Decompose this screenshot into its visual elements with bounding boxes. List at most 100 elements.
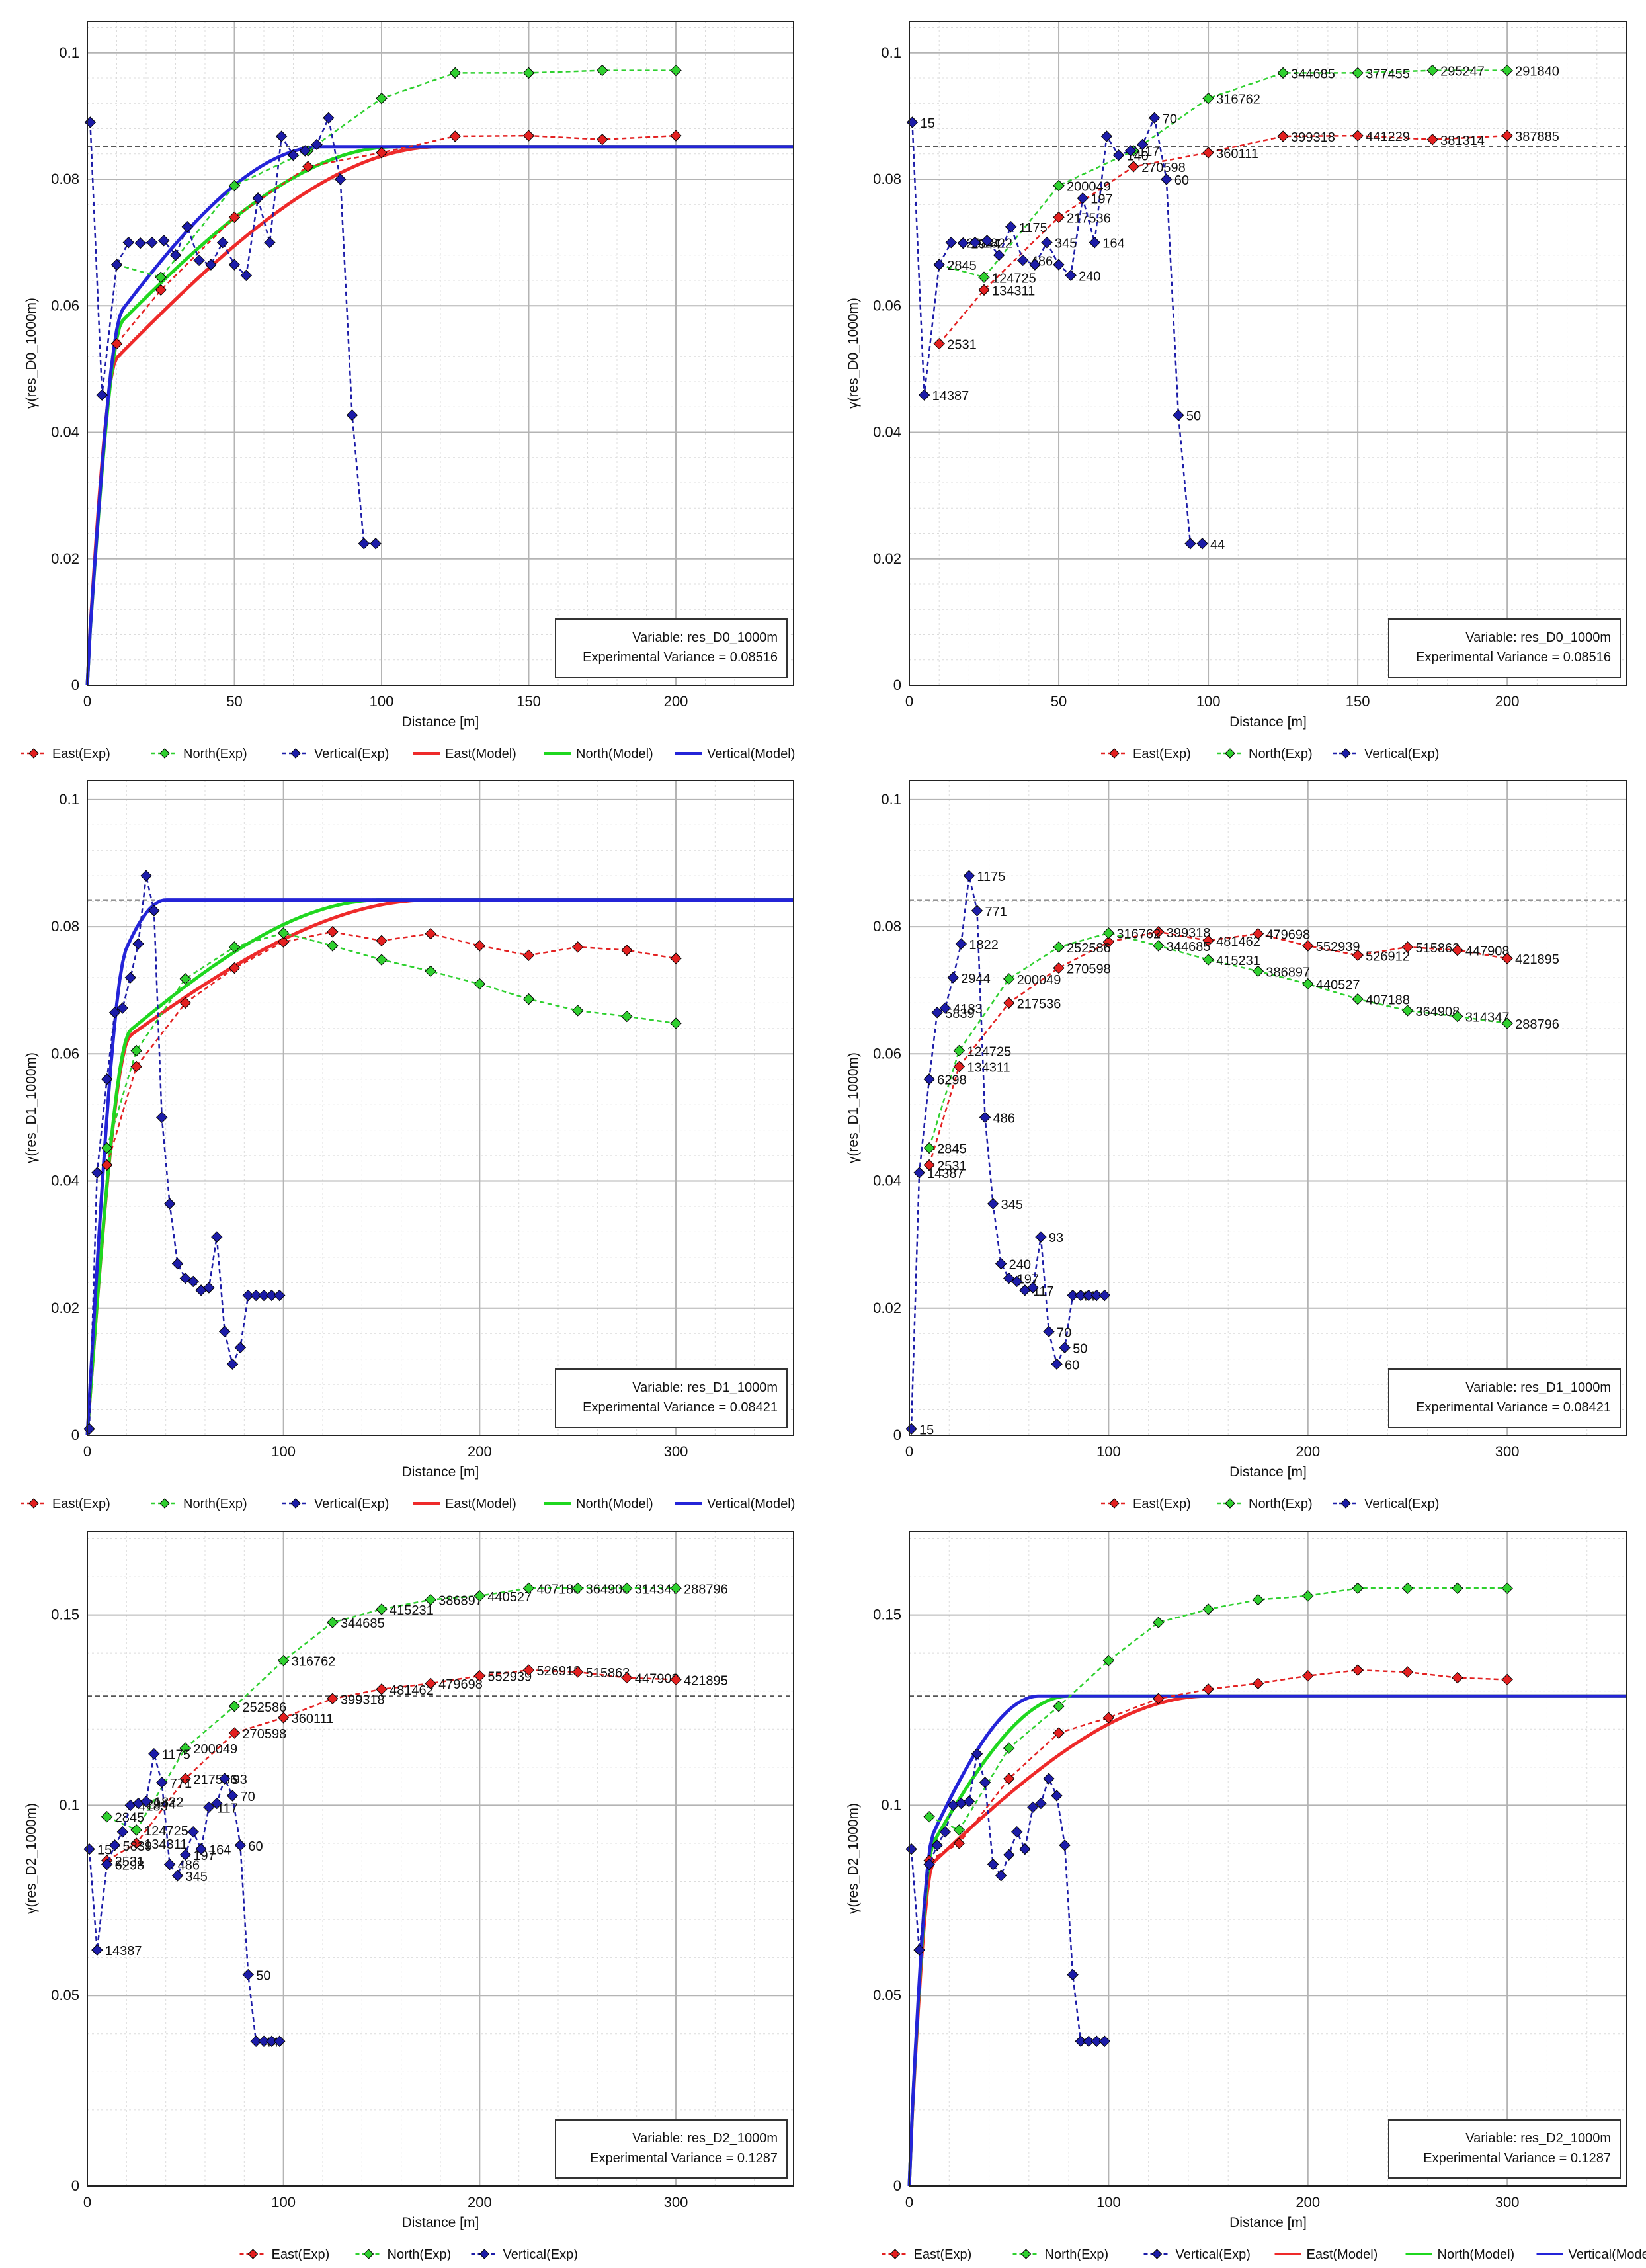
point-vertical <box>979 1777 991 1788</box>
point-vertical <box>234 1839 247 1851</box>
point-vertical <box>171 1870 184 1882</box>
y-tick-label: 0.02 <box>873 1300 901 1316</box>
point-vertical <box>971 905 983 917</box>
point-north <box>130 1044 142 1057</box>
point-label: 50 <box>1073 1341 1087 1356</box>
point-label: 344685 <box>341 1617 385 1631</box>
point-label: 252586 <box>243 1701 287 1715</box>
legend-label-vertical_exp: Vertical(Exp) <box>1364 747 1439 761</box>
point-vertical <box>1017 254 1029 267</box>
y-tick-label: 0.1 <box>881 791 901 808</box>
point-north <box>621 1010 633 1023</box>
info-variable: Variable: res_D0_1000m <box>632 630 778 645</box>
point-label: 288796 <box>684 1582 728 1597</box>
legend-marker-north_exp <box>363 2249 374 2259</box>
point-label: 386897 <box>1266 965 1310 980</box>
point-vertical <box>1124 145 1137 157</box>
point-north <box>1501 1017 1513 1029</box>
info-variable: Variable: res_D2_1000m <box>1465 2131 1611 2146</box>
legend-marker-north_exp <box>159 748 170 759</box>
point-label: 50 <box>256 1969 270 1984</box>
legend-label-vertical_exp: Vertical(Exp) <box>503 2247 578 2262</box>
legend-marker-vertical_exp <box>290 1498 301 1509</box>
point-label: 93 <box>233 1773 247 1787</box>
plot-frame <box>909 21 1627 686</box>
plot-frame <box>87 780 794 1436</box>
x-tick-label: 100 <box>370 693 394 710</box>
point-north <box>327 940 339 952</box>
point-vertical <box>299 145 311 157</box>
variogram-panel-d0-labels: 2531 134311 217536 270598 360111 399318 441229… <box>823 0 1646 767</box>
point-vertical <box>132 938 144 950</box>
point-vertical <box>1043 1325 1055 1338</box>
point-label: 200049 <box>193 1742 237 1757</box>
point-vertical <box>122 236 135 249</box>
point-label: 60 <box>1065 1358 1079 1372</box>
point-label: 441229 <box>1366 130 1410 144</box>
point-north <box>101 1142 113 1154</box>
point-east <box>376 1683 388 1695</box>
variogram-panel-d2-model: 0 0.05 0.1 0.15 0 100 200 300 Distance [m] γ(res_… <box>823 1518 1646 2268</box>
point-vertical <box>110 259 123 271</box>
point-label: 377455 <box>1366 67 1410 81</box>
point-vertical <box>274 2035 286 2047</box>
info-variable: Variable: res_D0_1000m <box>1465 630 1611 645</box>
point-label: 415231 <box>390 1603 434 1618</box>
point-vertical <box>1083 2035 1094 2047</box>
point-east <box>425 927 436 940</box>
plot-background <box>909 21 1627 685</box>
point-north <box>953 1824 966 1836</box>
point-vertical <box>358 538 370 550</box>
point-vertical <box>226 1358 239 1370</box>
point-north <box>376 1603 388 1615</box>
point-east <box>597 134 608 146</box>
y-tick-label: 0.15 <box>873 1607 901 1623</box>
y-tick-label: 0.1 <box>881 44 901 61</box>
point-vertical <box>1019 1843 1031 1855</box>
chart-d1-model: 0 0.02 0.04 0.06 0.08 0.1 0 100 200 300 Distance [… <box>21 780 795 1511</box>
y-tick-label: 0.04 <box>873 424 901 441</box>
info-variance: Experimental Variance = 0.08421 <box>583 1400 778 1415</box>
point-label: 345 <box>1055 237 1077 251</box>
point-vertical <box>216 236 229 249</box>
point-label: 291840 <box>1515 65 1559 79</box>
point-label: 526912 <box>537 1664 581 1679</box>
point-label: 552939 <box>487 1670 532 1685</box>
x-tick-label: 0 <box>905 2194 913 2210</box>
point-vertical <box>156 1111 168 1124</box>
point-north <box>1302 978 1314 990</box>
point-label: 360111 <box>292 1712 334 1726</box>
point-east <box>1277 130 1289 142</box>
point-vertical <box>258 2035 270 2047</box>
chart-d2-labels: 2531 134311 217536 270598 360111 399318 481462… <box>24 1531 794 2262</box>
point-north <box>376 92 388 105</box>
plot-area: 2531 134311 217536 270598 399318 481462 479698… <box>905 780 1627 1437</box>
point-vertical <box>101 1858 113 1870</box>
y-tick-label: 0.06 <box>873 297 901 314</box>
point-vertical <box>931 1007 943 1019</box>
legend-marker-vertical_exp <box>1151 2249 1163 2259</box>
point-east <box>522 949 535 962</box>
legend-marker-vertical_exp <box>1340 748 1351 759</box>
legend: East(Exp) North(Exp) Vertical(Exp) <box>239 2247 578 2262</box>
point-label: 771 <box>170 1777 192 1791</box>
point-vertical <box>1035 1231 1047 1243</box>
point-label: 217536 <box>1067 211 1111 226</box>
point-label: 93 <box>1049 1231 1063 1245</box>
point-east <box>621 944 633 956</box>
point-vertical <box>1184 538 1196 550</box>
point-vertical <box>163 1858 176 1870</box>
info-variance: Experimental Variance = 0.08421 <box>1416 1400 1611 1415</box>
point-vertical <box>258 1289 270 1302</box>
x-axis-title: Distance [m] <box>1229 2215 1307 2230</box>
point-vertical <box>148 1748 160 1760</box>
y-tick-label: 0.08 <box>51 918 79 935</box>
point-label: 447908 <box>635 1672 679 1687</box>
y-tick-label: 0.02 <box>873 550 901 567</box>
point-vertical <box>957 237 969 249</box>
point-north <box>1003 1742 1015 1754</box>
variogram-panel-d0-model: 0 0.02 0.04 0.06 0.08 0.1 0 50 100 150 200 Distance… <box>0 0 813 767</box>
point-east <box>277 1712 290 1724</box>
point-label: 316762 <box>292 1655 336 1669</box>
point-east <box>1053 211 1065 224</box>
